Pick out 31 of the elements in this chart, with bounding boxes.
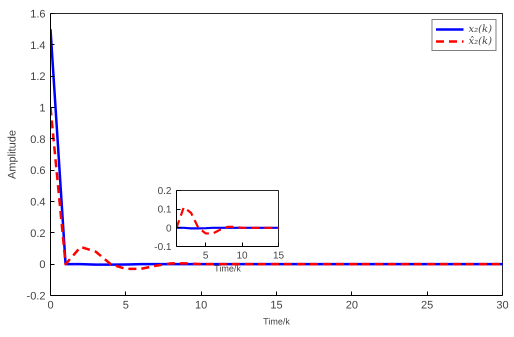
y-tick-label: 1 xyxy=(39,102,46,114)
line-series xyxy=(176,206,278,235)
x-tick-label: 20 xyxy=(346,300,358,312)
x-tick-label: 5 xyxy=(202,250,209,262)
y-tick-label: 0.1 xyxy=(158,204,172,216)
x-axis-title: Time/k xyxy=(214,264,242,274)
y-tick-label: 0.8 xyxy=(30,134,46,146)
x-tick-label: 25 xyxy=(421,300,434,312)
y-tick-label: -0.1 xyxy=(154,242,172,253)
legend-label: x̂₂(k) xyxy=(468,35,492,47)
y-tick-label: 0.4 xyxy=(30,196,46,208)
y-tick-label: 0.2 xyxy=(158,186,172,197)
x-tick-label: 15 xyxy=(272,250,284,262)
y-tick-label: 0.6 xyxy=(30,165,46,178)
x-tick-label: 15 xyxy=(270,300,283,312)
x-tick-label: 10 xyxy=(236,250,248,262)
y-tick-label: 0 xyxy=(166,223,172,234)
y-tick-label: 1.6 xyxy=(30,8,46,20)
y-tick-label: 0.2 xyxy=(30,228,46,240)
y-tick-label: 1.2 xyxy=(30,71,46,84)
x-tick-label: 10 xyxy=(195,300,208,312)
y-tick-label: 0 xyxy=(39,259,46,272)
y-axis-title: Amplitude xyxy=(6,130,19,179)
x-axis-title: Time/k xyxy=(263,316,290,326)
x-tick-label: 5 xyxy=(122,300,129,312)
line-series xyxy=(50,106,502,270)
legend-label: x₂(k) xyxy=(468,23,492,35)
y-tick-label: 1.4 xyxy=(30,40,46,52)
x-tick-label: 0 xyxy=(47,300,54,312)
x-tick-label: 30 xyxy=(496,300,509,312)
y-tick-label: -0.2 xyxy=(26,290,46,302)
